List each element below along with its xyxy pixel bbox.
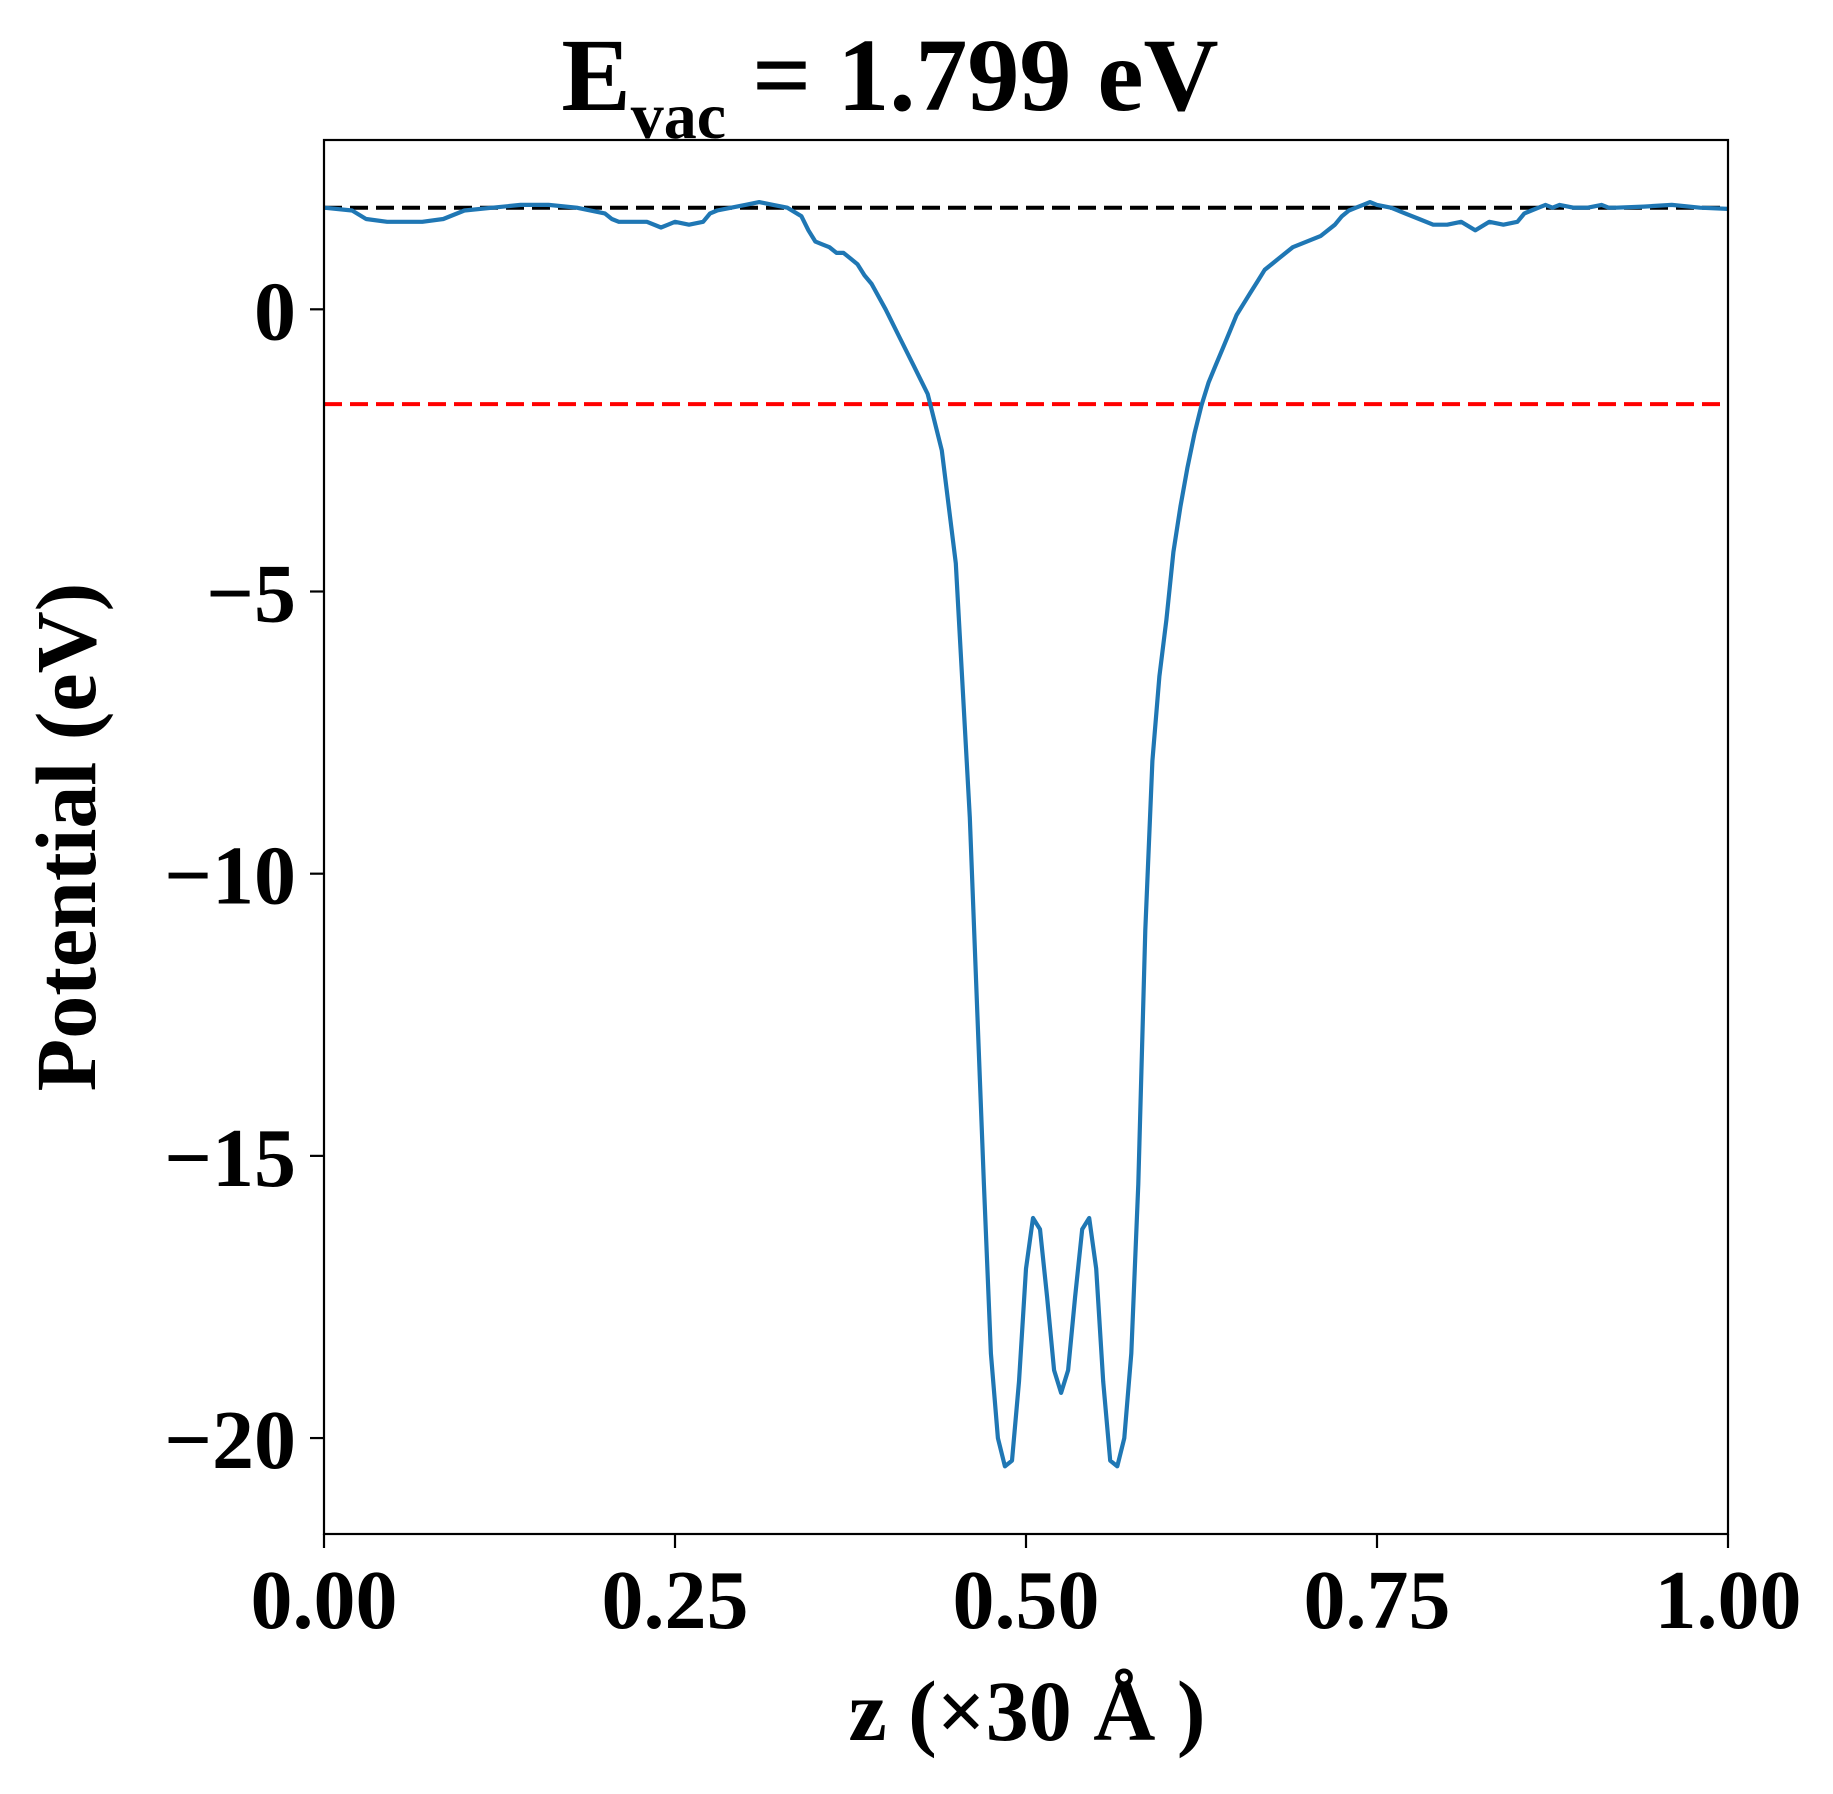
- y-axis: 0 −5 −10 −15 −20: [164, 265, 324, 1487]
- x-tick-label: 0.25: [602, 1554, 749, 1647]
- y-tick-label: −15: [164, 1112, 296, 1205]
- y-tick-label: 0: [254, 265, 296, 358]
- y-axis-label: Potential (eV): [18, 583, 114, 1092]
- axes-frame: [322, 138, 1730, 1536]
- chart-title: Evac = 1.799 eV: [561, 18, 1218, 153]
- y-tick-label: −10: [164, 830, 296, 923]
- x-tick-label: 0.50: [953, 1554, 1100, 1647]
- potential-curve-0: [323, 200, 1729, 1469]
- y-tick-label: −5: [206, 547, 296, 640]
- x-axis: 0.00 0.25 0.50 0.75 1.00: [251, 1534, 1802, 1647]
- x-tick-label: 0.00: [251, 1554, 398, 1647]
- y-tick-label: −20: [164, 1394, 296, 1487]
- plot-area: [323, 200, 1729, 1469]
- x-tick-label: 1.00: [1655, 1554, 1802, 1647]
- x-tick-label: 0.75: [1304, 1554, 1451, 1647]
- x-axis-label: z (×30 Å ): [848, 1663, 1205, 1759]
